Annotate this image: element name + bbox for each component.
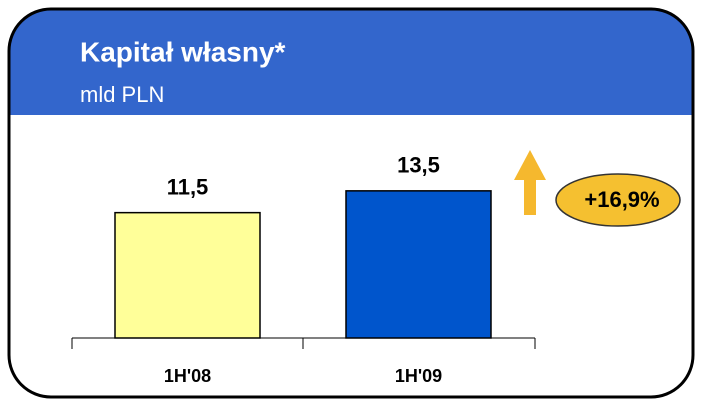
value-label: 11,5 — [167, 174, 209, 199]
header — [9, 9, 693, 115]
value-label: 13,5 — [397, 153, 440, 178]
bar — [114, 211, 261, 339]
chart-title: Kapitał własny* — [80, 36, 286, 67]
frame — [7, 7, 695, 399]
x-tick-label: 1H'08 — [164, 366, 211, 386]
chart-subtitle: mld PLN — [80, 82, 164, 107]
x-tick-label: 1H'09 — [395, 366, 442, 386]
annotation: +16,9% — [584, 187, 659, 212]
bar — [345, 190, 492, 339]
annotation-badge — [555, 173, 681, 227]
up-arrow — [514, 150, 546, 215]
